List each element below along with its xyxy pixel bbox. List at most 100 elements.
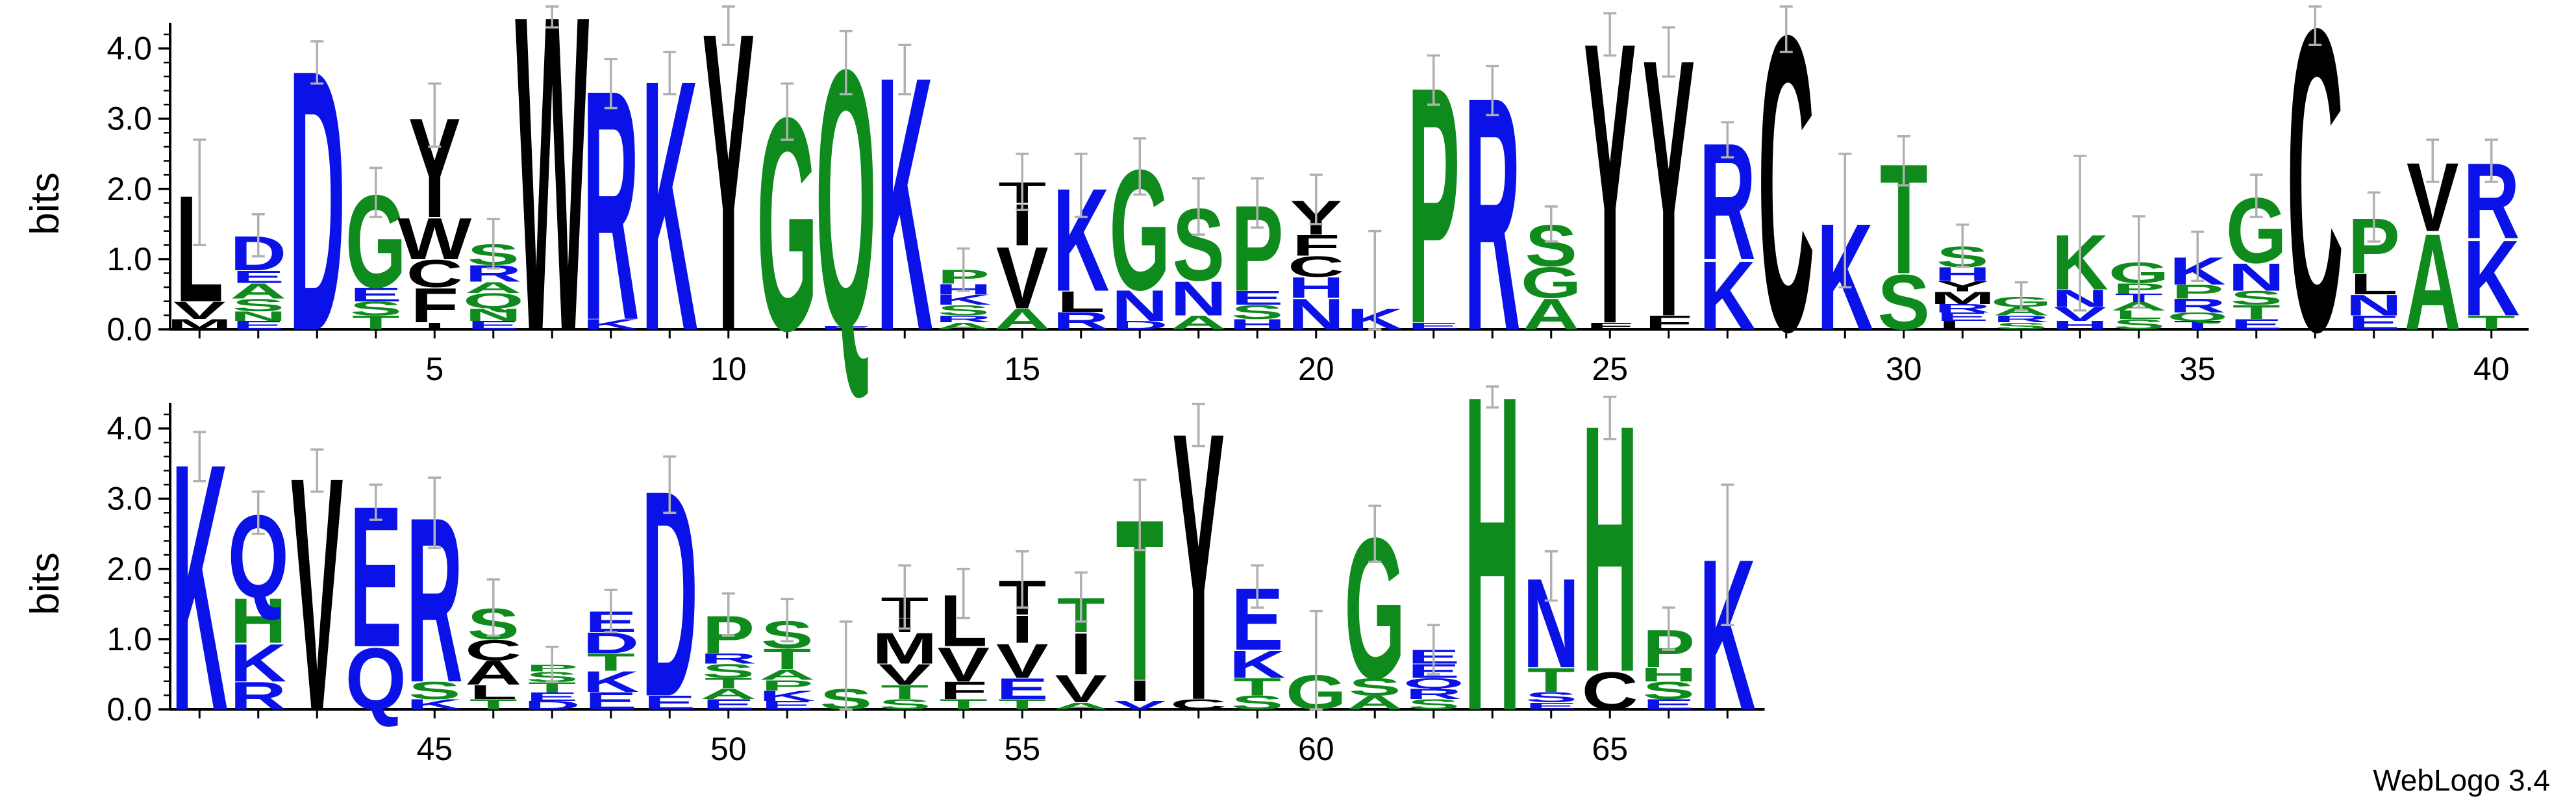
- logo-column-26: FY: [1642, 0, 1695, 394]
- letter-Y: Y: [1936, 278, 1989, 294]
- letter-R: R: [935, 314, 992, 325]
- x-tick-label: 40: [2473, 351, 2510, 387]
- letter-I: I: [1070, 621, 1092, 687]
- error-bar: [1309, 173, 1323, 225]
- logo-column-12: EQ: [816, 0, 877, 404]
- letter-N: N: [230, 309, 286, 324]
- error-bar: [1427, 54, 1440, 106]
- letter-G: G: [1521, 258, 1582, 307]
- letter-H: H: [230, 585, 286, 657]
- logo-column-14: ARSKHP: [935, 247, 992, 331]
- letter-S: S: [1642, 677, 1695, 704]
- letter-V: V: [1114, 699, 1166, 712]
- error-bar: [486, 578, 500, 637]
- letter-N: N: [1288, 289, 1344, 338]
- letter-E: E: [1642, 696, 1695, 713]
- logo-column-13: K: [877, 1, 933, 407]
- letter-A: A: [1170, 312, 1227, 334]
- x-tick-label: 65: [1592, 731, 1628, 767]
- error-bar: [1074, 152, 1088, 218]
- letter-K: K: [2463, 218, 2520, 338]
- letter-I: I: [423, 320, 445, 331]
- letter-K: K: [1229, 643, 1286, 687]
- letter-R: R: [1934, 302, 1991, 315]
- y-tick-label: 4.0: [106, 411, 152, 447]
- error-bar: [251, 490, 265, 535]
- letter-S: S: [232, 295, 284, 314]
- letter-A: A: [759, 666, 816, 683]
- y-axis-label: bits: [23, 172, 68, 235]
- logo-column-63: H: [1464, 301, 1521, 806]
- error-bar: [1133, 478, 1147, 552]
- error-bar: [1721, 483, 1734, 627]
- error-bar: [1603, 12, 1617, 57]
- letter-L: L: [469, 681, 518, 703]
- letter-R: R: [1405, 685, 1462, 702]
- logo-column-61: ASG: [1344, 496, 1405, 721]
- letter-T: T: [1233, 673, 1281, 700]
- letter-S: S: [349, 298, 402, 320]
- error-bar: [193, 138, 206, 247]
- x-tick-label: 45: [416, 731, 453, 767]
- error-bar: [1192, 177, 1205, 236]
- letter-C: C: [1582, 661, 1638, 721]
- logo-column-30: ST: [1877, 132, 1930, 346]
- letter-L: L: [1057, 285, 1105, 318]
- error-bar: [839, 29, 853, 95]
- letter-L: L: [1938, 319, 1986, 332]
- letter-E: E: [467, 319, 519, 332]
- letter-E: E: [1936, 311, 1989, 324]
- letter-A: A: [935, 320, 992, 331]
- x-tick-label: 20: [1298, 351, 1334, 387]
- letter-S: S: [937, 302, 990, 318]
- logo-column-10: Y: [702, 0, 755, 420]
- letter-Q: Q: [463, 289, 524, 313]
- error-bar: [604, 58, 618, 110]
- error-bar: [1368, 504, 1382, 563]
- letter-K: K: [582, 316, 639, 333]
- logo-column-34: SLATPG: [2108, 215, 2170, 333]
- error-bar: [1486, 64, 1499, 117]
- error-bar: [839, 620, 853, 711]
- y-tick-label: 0.0: [106, 691, 152, 728]
- x-tick-label: 50: [710, 731, 747, 767]
- x-tick-label: 60: [1298, 731, 1334, 767]
- letter-E: E: [232, 319, 284, 332]
- weblogo-version-label: WebLogo 3.4: [2373, 763, 2550, 797]
- letter-E: E: [1525, 700, 1577, 711]
- letter-E: E: [819, 325, 872, 330]
- logo-column-21: K: [1347, 229, 1403, 336]
- letter-S: S: [1525, 689, 1577, 705]
- letter-H: H: [1229, 316, 1286, 333]
- letter-F: F: [410, 279, 458, 333]
- letter-M: M: [1930, 288, 1995, 308]
- letter-A: A: [2405, 206, 2461, 359]
- letter-E: E: [761, 699, 814, 712]
- logo-column-37: C: [2287, 0, 2344, 422]
- logo-column-40: TKR: [2463, 138, 2520, 338]
- logo-column-29: K: [1817, 152, 1873, 362]
- logo-column-52: S: [819, 620, 872, 716]
- error-bar: [1016, 152, 1029, 211]
- error-bar: [369, 483, 382, 521]
- logo-column-24: AGS: [1521, 205, 1582, 339]
- letter-R: R: [700, 650, 757, 666]
- y-tick-label: 3.0: [106, 481, 152, 517]
- error-bar: [1309, 609, 1323, 711]
- letter-C: C: [465, 634, 521, 667]
- letter-Q: Q: [1403, 675, 1464, 691]
- logo-column-41: K: [171, 391, 228, 785]
- letter-T: T: [352, 312, 400, 334]
- error-bar: [663, 455, 677, 514]
